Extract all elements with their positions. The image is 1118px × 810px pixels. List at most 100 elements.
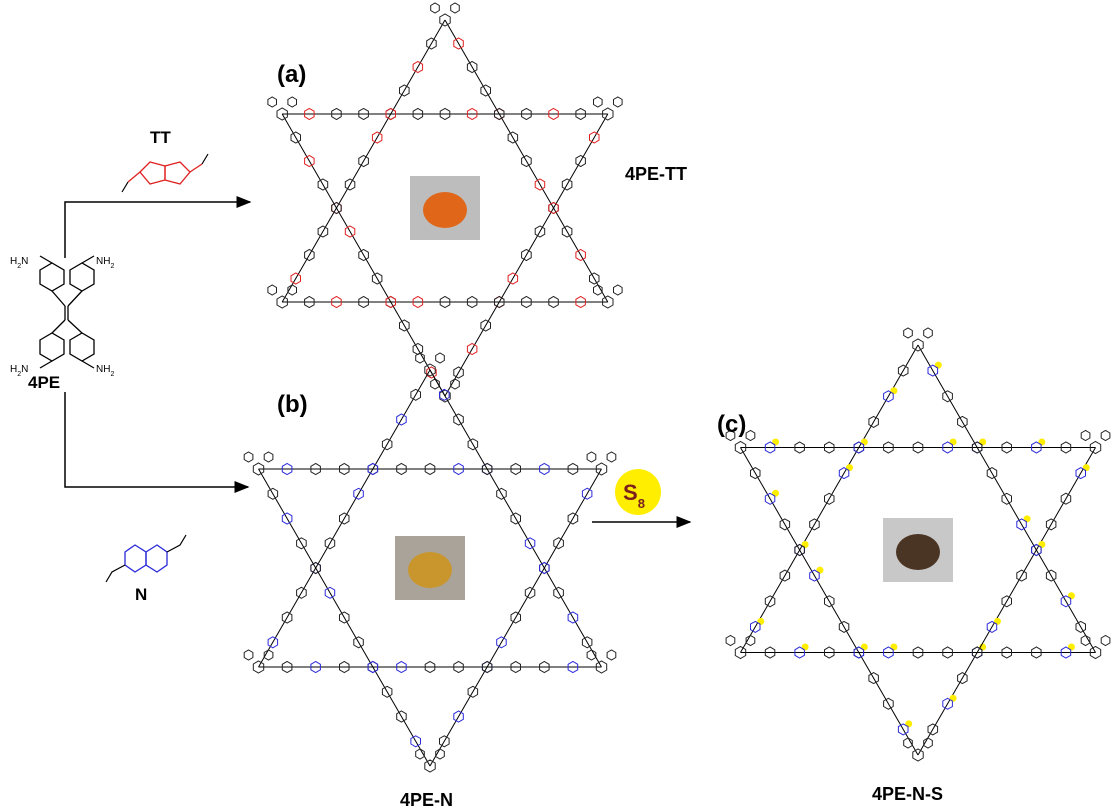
ring xyxy=(1001,646,1012,659)
ring xyxy=(290,272,301,285)
amine-part: H xyxy=(10,256,17,267)
ring xyxy=(510,512,521,525)
ring xyxy=(595,660,608,674)
ring xyxy=(539,462,550,476)
ring xyxy=(281,462,293,476)
amine-part: 2 xyxy=(110,371,114,378)
ring xyxy=(745,429,756,442)
ring xyxy=(868,672,879,685)
ring xyxy=(1080,429,1091,442)
ring xyxy=(243,451,254,463)
ring xyxy=(424,660,436,674)
ring xyxy=(358,295,369,309)
ring xyxy=(304,295,315,309)
ring xyxy=(1016,518,1027,531)
sulfur-highlight xyxy=(846,464,854,472)
ring xyxy=(561,178,573,191)
ring xyxy=(1045,569,1057,582)
sulfur-highlight xyxy=(860,438,868,446)
sulfur-highlight xyxy=(772,489,780,497)
sulfur-highlight xyxy=(934,361,942,369)
sulfur-highlight xyxy=(860,643,868,651)
ring xyxy=(586,451,597,463)
ring xyxy=(764,646,776,659)
ring xyxy=(339,512,350,525)
product-name: 4PE-TT xyxy=(625,164,687,184)
ring xyxy=(1045,518,1057,531)
ring xyxy=(267,636,279,649)
monomer-structure xyxy=(39,255,95,369)
ring xyxy=(548,107,559,121)
ring xyxy=(593,284,603,296)
ring xyxy=(971,441,983,454)
ring xyxy=(725,429,736,442)
ring xyxy=(494,295,505,309)
ring xyxy=(324,537,336,550)
ring xyxy=(263,451,274,463)
ring xyxy=(957,672,968,685)
ring xyxy=(304,107,315,121)
ring xyxy=(466,60,478,74)
ring xyxy=(521,295,532,309)
sulfur-highlight xyxy=(979,438,987,446)
ring xyxy=(507,131,519,144)
ring xyxy=(809,518,820,531)
ring xyxy=(1060,492,1072,505)
linker-line xyxy=(740,447,919,756)
ring xyxy=(589,272,600,285)
ring xyxy=(1001,492,1012,505)
ring xyxy=(593,96,603,108)
ring xyxy=(942,646,953,659)
ring xyxy=(281,660,293,674)
ring xyxy=(912,338,924,352)
ring xyxy=(287,96,297,108)
ring xyxy=(358,248,369,262)
ring xyxy=(1075,620,1086,633)
s8-subscript: 8 xyxy=(638,496,645,511)
ring xyxy=(480,84,491,97)
ring xyxy=(1001,595,1012,608)
ring xyxy=(331,295,342,309)
ring xyxy=(367,462,379,476)
ring xyxy=(942,697,953,710)
ring xyxy=(553,537,564,550)
linker-line xyxy=(258,369,431,668)
ring xyxy=(606,649,617,661)
ring xyxy=(399,319,410,332)
s8-badge xyxy=(615,469,661,515)
ring xyxy=(553,586,564,599)
ring xyxy=(794,646,805,659)
aldehyde xyxy=(105,534,187,583)
ring xyxy=(824,595,835,608)
ring xyxy=(567,660,579,674)
ring xyxy=(883,441,894,454)
ring xyxy=(1100,634,1111,647)
ring xyxy=(510,660,521,674)
linker-line xyxy=(444,113,609,397)
sulfur-highlight xyxy=(1067,643,1075,651)
ring xyxy=(548,295,559,309)
ring xyxy=(883,646,894,659)
amine-part: N xyxy=(21,364,28,375)
ring xyxy=(453,413,464,426)
ring xyxy=(734,645,747,660)
ring xyxy=(912,646,924,659)
ring xyxy=(480,319,491,332)
reagent-tt: TT xyxy=(150,128,171,147)
ring xyxy=(276,107,288,121)
ring xyxy=(1075,467,1086,480)
ring xyxy=(467,438,479,451)
s8-symbol: S xyxy=(623,480,638,505)
amine: H2N xyxy=(10,256,28,270)
ring xyxy=(927,723,939,736)
ring xyxy=(1089,440,1102,455)
ring xyxy=(310,462,321,476)
ring xyxy=(263,649,274,661)
ring xyxy=(410,735,421,748)
linker-line xyxy=(917,447,1096,756)
ring xyxy=(824,441,835,454)
amine-part: H xyxy=(10,364,17,375)
amine-part: N xyxy=(21,256,28,267)
linker-line xyxy=(258,468,431,767)
